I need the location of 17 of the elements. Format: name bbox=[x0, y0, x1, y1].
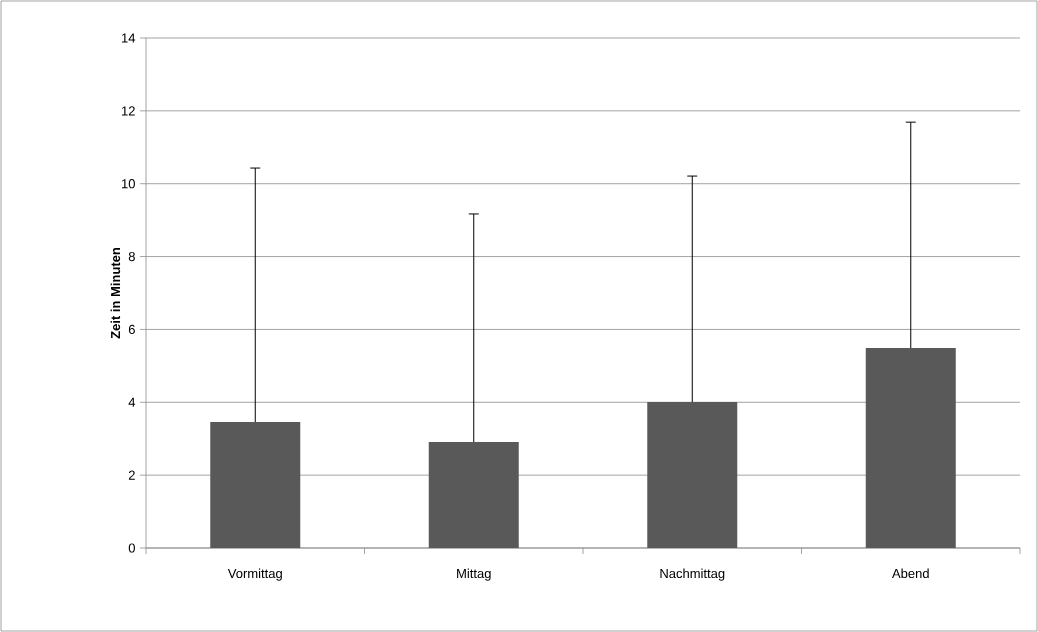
bar bbox=[210, 421, 301, 548]
x-tick-label: Nachmittag bbox=[660, 568, 725, 581]
y-axis-title: Zeit in Minuten bbox=[110, 247, 121, 339]
y-tick-label: 0 bbox=[128, 543, 135, 553]
y-tick-label: 6 bbox=[128, 324, 135, 335]
bar bbox=[647, 401, 738, 548]
x-tick-label: Abend bbox=[892, 568, 929, 579]
y-tick-label: 2 bbox=[128, 470, 135, 480]
bar bbox=[865, 348, 956, 548]
y-tick-label: 10 bbox=[122, 179, 135, 189]
y-tick-label: 14 bbox=[122, 33, 136, 43]
y-tick-label: 12 bbox=[122, 106, 135, 116]
x-tick-label: Mittag bbox=[457, 568, 491, 581]
x-tick-label: Vormittag bbox=[227, 568, 282, 581]
y-tick-label: 8 bbox=[128, 251, 135, 262]
bar bbox=[428, 441, 519, 548]
y-tick-label: 4 bbox=[128, 397, 136, 407]
